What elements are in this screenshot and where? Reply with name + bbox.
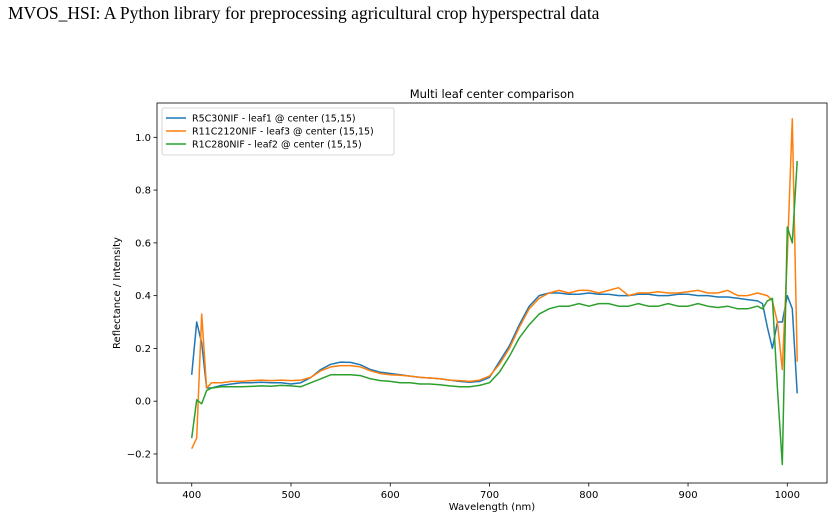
plot-frame bbox=[156, 102, 828, 484]
legend-label-2: R1C280NIF - leaf2 @ center (15,15) bbox=[192, 140, 362, 151]
x-tick-label-600: 600 bbox=[381, 490, 400, 501]
y-axis-label: Reflectance / Intensity bbox=[112, 237, 123, 349]
x-tick-label-900: 900 bbox=[678, 490, 697, 501]
page-heading: MVOS_HSI: A Python library for preproces… bbox=[8, 3, 600, 23]
y-tick-label-4: 0.6 bbox=[135, 238, 151, 249]
legend-box bbox=[161, 107, 395, 156]
x-tick-label-800: 800 bbox=[579, 490, 598, 501]
legend-label-0: R5C30NIF - leaf1 @ center (15,15) bbox=[192, 114, 356, 125]
y-tick-label-2: 0.2 bbox=[135, 344, 151, 355]
x-axis: 400 500 600 700 800 900 1000 bbox=[182, 483, 800, 501]
y-tick-label-6: 1.0 bbox=[135, 133, 151, 144]
x-tick-label-500: 500 bbox=[281, 490, 300, 501]
y-tick-label-5: 0.8 bbox=[135, 186, 151, 197]
x-tick-label-1000: 1000 bbox=[775, 490, 800, 501]
plot-lines bbox=[190, 118, 798, 466]
series-line-1 bbox=[191, 118, 798, 450]
series-line-2 bbox=[190, 161, 798, 466]
legend-label-1: R11C2120NIF - leaf3 @ center (15,15) bbox=[192, 127, 374, 138]
x-tick-label-700: 700 bbox=[480, 490, 499, 501]
chart-title: Multi leaf center comparison bbox=[410, 87, 575, 101]
y-tick-label-3: 0.4 bbox=[135, 291, 151, 302]
x-axis-label: Wavelength (nm) bbox=[449, 502, 535, 513]
y-tick-label-0: −0.2 bbox=[127, 449, 151, 460]
x-tick-label-400: 400 bbox=[182, 490, 201, 501]
y-tick-label-1: 0.0 bbox=[135, 397, 151, 408]
series-line-0 bbox=[190, 292, 798, 394]
legend: R5C30NIF - leaf1 @ center (15,15) R11C212… bbox=[161, 107, 395, 156]
y-axis: −0.2 0.0 0.2 0.4 0.6 0.8 1.0 bbox=[127, 133, 157, 460]
